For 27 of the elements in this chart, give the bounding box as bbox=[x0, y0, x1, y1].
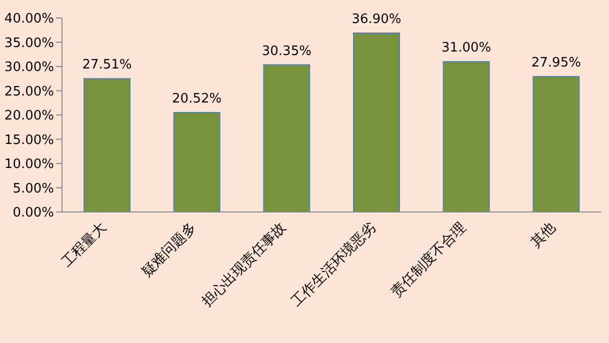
x-tick-label: 其他 bbox=[528, 220, 559, 251]
x-tick-label: 责任制度不合理 bbox=[388, 220, 470, 300]
x-tick-label: 担心出现责任事故 bbox=[198, 220, 290, 310]
x-tick-label: 工作生活环境恶劣 bbox=[288, 220, 380, 310]
data-label: 30.35% bbox=[262, 44, 312, 59]
data-label: 31.00% bbox=[442, 40, 492, 56]
data-label: 27.51% bbox=[82, 58, 132, 73]
y-tick-label: 40.00% bbox=[4, 12, 54, 27]
bar bbox=[532, 76, 580, 212]
y-tick-label: 0.00% bbox=[12, 206, 54, 221]
x-tick-label: 疑难问题多 bbox=[138, 220, 200, 280]
data-label: 36.90% bbox=[352, 12, 402, 28]
data-label: 27.95% bbox=[531, 55, 581, 70]
y-tick-label: 25.00% bbox=[4, 84, 54, 100]
y-tick-label: 15.00% bbox=[4, 132, 54, 148]
bar bbox=[353, 32, 400, 212]
bar bbox=[173, 112, 220, 212]
y-tick-label: 35.00% bbox=[4, 36, 54, 51]
data-label: 20.52% bbox=[172, 91, 222, 106]
y-tick-label: 20.00% bbox=[4, 108, 54, 124]
bar bbox=[442, 61, 490, 212]
y-tick-label: 30.00% bbox=[4, 60, 54, 76]
bar bbox=[263, 64, 310, 212]
bar bbox=[84, 78, 130, 212]
y-tick-label: 10.00% bbox=[4, 157, 54, 172]
y-tick-label: 5.00% bbox=[12, 181, 54, 196]
x-tick-label: 工程量大 bbox=[58, 220, 110, 270]
